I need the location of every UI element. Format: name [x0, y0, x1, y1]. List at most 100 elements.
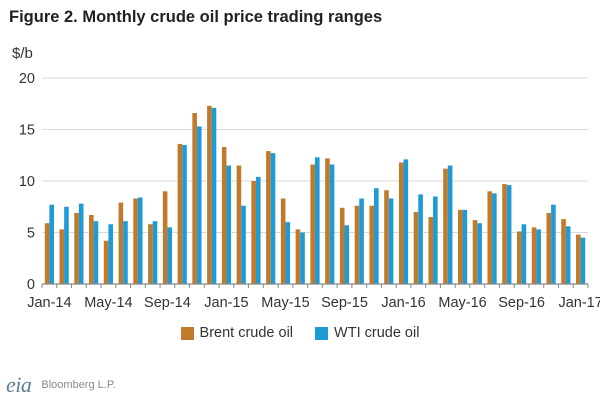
bar-chart: 0 5 10 15 20 Jan-14 May-14 Sep-14 Jan-15 May-15 Se… [19, 71, 600, 311]
bar-wti [344, 225, 350, 284]
x-tick-label: Jan-14 [27, 295, 71, 311]
legend-swatch-brent [180, 326, 194, 340]
bar-brent [576, 234, 581, 284]
bar-wti [226, 165, 232, 284]
bar-brent [516, 231, 522, 284]
bar-brent [192, 113, 197, 285]
bar-wti [433, 196, 438, 284]
legend-label-brent: Brent crude oil [199, 325, 294, 341]
bar-brent [89, 214, 94, 284]
bar-wti [241, 205, 246, 284]
bar-wti [506, 185, 512, 284]
bar-brent [162, 191, 168, 284]
bar-wti [64, 206, 69, 284]
bar-brent [310, 164, 315, 284]
bar-wti [462, 209, 468, 284]
y-tick-label: 5 [27, 226, 35, 242]
eia-logo: eia [6, 372, 32, 397]
bar-brent [236, 165, 242, 284]
bar-brent [133, 198, 138, 284]
bar-brent [354, 205, 360, 284]
y-tick-label: 15 [19, 123, 35, 139]
bar-wti [300, 232, 305, 284]
bar-brent [44, 223, 50, 284]
bar-brent [118, 202, 124, 284]
bar-brent [428, 217, 434, 284]
bar-brent [59, 229, 65, 284]
legend-item-brent: Brent crude oil [180, 325, 294, 341]
chart-title: Figure 2. Monthly crude oil price tradin… [9, 8, 383, 26]
bar-wti [565, 226, 571, 284]
bar-wti [93, 221, 99, 284]
bar-brent [251, 181, 256, 284]
source-label: Bloomberg L.P. [41, 379, 116, 391]
bar-brent [325, 158, 330, 284]
bar-wti [211, 107, 217, 285]
bar-wti [447, 165, 453, 284]
bar-wti [521, 224, 527, 284]
bar-wti [49, 204, 54, 284]
bar-wti [123, 221, 128, 284]
bar-wti [196, 126, 202, 284]
bar-brent [561, 219, 566, 284]
y-tick-label: 10 [19, 174, 35, 190]
y-tick-label: 20 [19, 71, 35, 87]
bar-wti [78, 203, 84, 284]
bar-brent [457, 209, 463, 284]
chart-legend: Brent crude oil WTI crude oil [0, 325, 600, 341]
bar-wti [477, 223, 482, 284]
bar-brent [398, 162, 404, 284]
x-tick-label: Jan-17 [558, 295, 600, 311]
legend-label-wti: WTI crude oil [334, 325, 420, 341]
x-tick-label: May-14 [84, 295, 132, 311]
bar-brent [295, 229, 301, 284]
bar-brent [487, 191, 493, 284]
bar-wti [374, 188, 379, 284]
bar-brent [413, 211, 419, 284]
bar-wti [388, 198, 394, 284]
bar-brent [266, 151, 271, 284]
bar-brent [207, 105, 212, 284]
bar-wti [315, 157, 320, 284]
bar-wti [270, 153, 276, 284]
bar-brent [472, 220, 478, 284]
bar-brent [74, 212, 79, 284]
bar-brent [148, 224, 153, 284]
x-tick-label: May-15 [261, 295, 309, 311]
footer: eia Bloomberg L.P. [6, 372, 116, 398]
bar-brent [443, 168, 448, 284]
bar-wti [108, 224, 114, 284]
bar-brent [531, 227, 537, 284]
x-tick-label: Sep-16 [498, 295, 545, 311]
x-tick-label: Sep-14 [144, 295, 191, 311]
bar-wti [255, 176, 261, 284]
bar-wti [418, 194, 423, 284]
bar-brent [280, 198, 286, 284]
bar-wti [403, 159, 409, 284]
bar-wti [329, 164, 335, 284]
bar-brent [177, 143, 183, 284]
bar-wti [536, 229, 541, 284]
bar-wti [551, 204, 556, 284]
legend-item-wti: WTI crude oil [315, 325, 419, 341]
bar-wti [137, 197, 143, 284]
bar-brent [103, 240, 109, 284]
x-tick-label: Jan-16 [381, 295, 425, 311]
bar-wti [492, 193, 497, 284]
bar-wti [285, 222, 291, 284]
legend-swatch-wti [315, 326, 329, 340]
bar-wti [580, 237, 586, 284]
bar-brent [384, 190, 389, 284]
x-tick-label: Sep-15 [321, 295, 368, 311]
bar-wti [167, 227, 173, 284]
bar-wti [182, 144, 187, 284]
y-tick-label: 0 [27, 277, 35, 293]
bar-brent [546, 212, 552, 284]
bar-wti [152, 221, 158, 284]
bar-brent [221, 147, 227, 284]
bar-brent [339, 207, 345, 284]
bar-brent [502, 184, 507, 284]
bar-wti [359, 198, 364, 284]
x-tick-label: May-16 [438, 295, 486, 311]
bar-brent [369, 205, 375, 284]
